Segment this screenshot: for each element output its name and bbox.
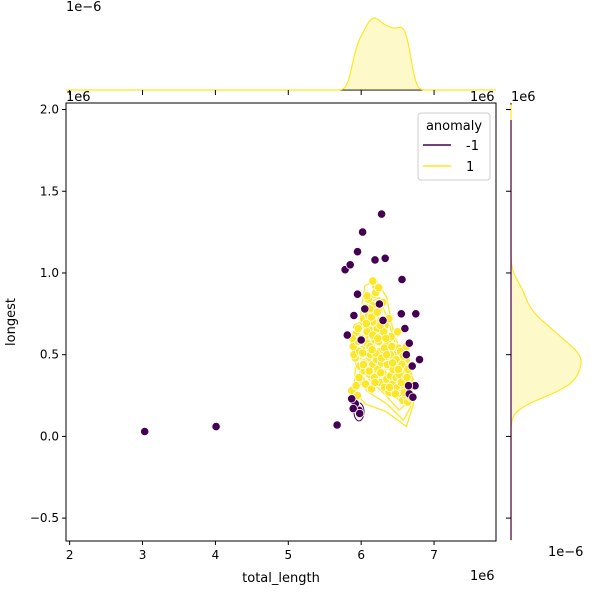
- right-marginal-ticks: [506, 109, 511, 519]
- scatter-point-anomaly: [370, 255, 380, 265]
- scatter-point-normal: [387, 358, 398, 368]
- scatter-point-normal: [357, 348, 368, 358]
- scatter-point-anomaly: [378, 315, 388, 325]
- scatter-points: [140, 209, 425, 437]
- plot-frame: [65, 102, 497, 542]
- scatter-point-normal: [390, 389, 400, 399]
- scatter-point-normal: [353, 323, 363, 334]
- y-tick-label: 1.0: [40, 266, 59, 280]
- scatter-point-normal: [361, 318, 371, 329]
- scatter-point-anomaly: [332, 420, 342, 430]
- scatter-point-normal: [382, 350, 392, 360]
- scatter-point-normal: [367, 345, 377, 355]
- top-marginal-right-offset-label: 1e6: [470, 90, 495, 105]
- x-axis-offset-label: 1e6: [470, 569, 495, 584]
- scatter-point-normal: [358, 359, 368, 370]
- y-axis-ticks: −0.5 0.0 0.5 1.0 1.5 2.0: [30, 103, 66, 525]
- y-tick-label: −0.5: [30, 511, 59, 525]
- scatter-point-anomaly: [352, 247, 363, 257]
- x-tick-label: 6: [357, 548, 365, 562]
- scatter-point-anomaly: [347, 394, 357, 404]
- top-marginal-ticks: [69, 90, 435, 95]
- scatter-point-normal: [362, 291, 372, 301]
- right-marginal-top-offset-label: 1e6: [511, 90, 536, 105]
- right-marginal-kde-fill: [511, 103, 581, 541]
- x-axis-ticks: 2 3 4 5 6 7: [66, 541, 438, 562]
- scatter-point-anomaly: [348, 403, 358, 414]
- top-marginal-kde-line: [66, 17, 496, 91]
- scatter-point-anomaly: [401, 350, 411, 360]
- scatter-point-normal: [402, 372, 412, 383]
- scatter-point-anomaly: [411, 309, 421, 319]
- x-tick-label: 3: [139, 548, 147, 562]
- y-axis-label: longest: [4, 298, 19, 346]
- right-marginal-panel: 1e6 1e−6: [506, 90, 583, 560]
- scatter-point-anomaly: [352, 289, 363, 299]
- y-tick-label: 1.5: [40, 184, 59, 198]
- scatter-point-normal: [364, 366, 374, 376]
- scatter-point-anomaly: [360, 304, 370, 314]
- scatter-point-anomaly: [356, 335, 366, 345]
- top-marginal-offset-label: 1e−6: [66, 0, 101, 15]
- scatter-point-anomaly: [140, 426, 150, 437]
- legend-box: [417, 112, 491, 181]
- scatter-point-anomaly: [414, 354, 425, 365]
- x-axis-label: total_length: [242, 571, 320, 586]
- scatter-point-normal: [376, 368, 386, 378]
- scatter-point-normal: [387, 341, 397, 352]
- scatter-point-anomaly: [357, 227, 368, 237]
- main-axes: 2 3 4 5 6 7 −0.5 0.0 0.5 1.0 1.5 2.0 1e6 1e6 1e6 t…: [4, 90, 497, 586]
- top-marginal-kde-fill: [66, 18, 496, 90]
- right-marginal-offset-label: 1e−6: [548, 545, 583, 560]
- scatter-point-anomaly: [345, 260, 355, 270]
- scatter-point-anomaly: [403, 381, 414, 391]
- scatter-point-normal: [370, 377, 380, 388]
- scatter-point-normal: [360, 379, 371, 389]
- scatter-point-anomaly: [374, 299, 384, 309]
- scatter-point-anomaly: [380, 253, 390, 263]
- scatter-point-anomaly: [355, 408, 365, 419]
- y-axis-offset-label: 1e6: [66, 90, 91, 105]
- scatter-point-anomaly: [400, 323, 410, 334]
- x-tick-label: 4: [212, 548, 220, 562]
- x-tick-label: 5: [284, 548, 292, 562]
- y-tick-label: 0.5: [40, 348, 59, 362]
- scatter-point-normal: [351, 381, 361, 391]
- legend: anomaly -1 1: [417, 112, 491, 181]
- legend-label-anomaly: -1: [466, 139, 479, 154]
- legend-label-normal: 1: [466, 160, 474, 175]
- scatter-point-anomaly: [407, 361, 417, 371]
- scatter-point-anomaly: [342, 330, 352, 340]
- y-tick-label: 2.0: [40, 103, 59, 117]
- scatter-point-normal: [354, 372, 364, 383]
- scatter-point-anomaly: [397, 274, 407, 285]
- scatter-point-normal: [393, 364, 403, 374]
- x-tick-label: 2: [66, 548, 74, 562]
- scatter-point-anomaly: [211, 421, 221, 432]
- scatter-point-anomaly: [396, 309, 406, 319]
- scatter-point-normal: [368, 276, 378, 286]
- scatter-point-normal: [373, 333, 383, 343]
- legend-title: anomaly: [426, 119, 482, 134]
- scatter-point-anomaly: [408, 392, 418, 402]
- y-tick-label: 0.0: [40, 429, 59, 443]
- scatter-point-anomaly: [404, 338, 414, 348]
- top-marginal-panel: 1e−6: [66, 0, 496, 95]
- scatter-point-normal: [381, 333, 391, 343]
- scatter-point-anomaly: [376, 209, 387, 219]
- scatter-point-anomaly: [349, 310, 359, 321]
- scatter-point-normal: [384, 382, 395, 392]
- x-tick-label: 7: [430, 548, 438, 562]
- scatter-point-normal: [374, 283, 384, 293]
